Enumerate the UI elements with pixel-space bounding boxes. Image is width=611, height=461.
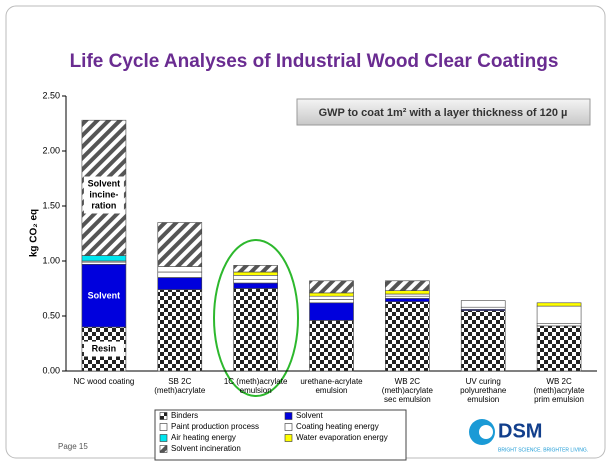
x-tick-label: NC wood coating (73, 377, 134, 386)
x-tick-label: emulsion (315, 386, 347, 395)
highlight (213, 239, 299, 397)
legend-label: Water evaporation energy (296, 433, 388, 442)
bar-segment (233, 271, 278, 276)
x-tick-label: emulsion (467, 395, 499, 404)
bar-segment (385, 280, 430, 291)
y-tick-label: 0.00 (42, 365, 60, 375)
note: GWP to coat 1m² with a layer thickness o… (319, 107, 568, 119)
bar-segment (309, 292, 354, 297)
bar-segment (233, 288, 278, 372)
bar-segment (309, 320, 354, 372)
bar-segment (81, 261, 127, 265)
bar-segment (385, 301, 430, 372)
annotation: Resin (92, 343, 117, 353)
legend-label: Coating heating energy (296, 422, 379, 431)
annotation: incine- (89, 189, 118, 199)
bar-segment (157, 271, 203, 278)
slogan: BRIGHT SCIENCE. BRIGHTER LIVING. (498, 447, 588, 453)
bar-segment (460, 306, 506, 310)
bar-segment (157, 222, 203, 267)
annotation: Solvent (88, 178, 121, 188)
x-tick-label: emulsion (240, 386, 272, 395)
x-tick-label: SB 2C (168, 377, 191, 386)
legend-swatch (159, 412, 168, 420)
title: Life Cycle Analyses of Industrial Wood C… (70, 51, 559, 72)
legend-label: Binders (171, 411, 198, 420)
legend-swatch (284, 412, 293, 420)
x-tick-label: 1C (meth)acrylate (224, 377, 288, 386)
bar-segment (385, 293, 430, 297)
y-axis-label: kg CO₂ eq (29, 209, 40, 257)
x-tick-label: (meth)acrylate (154, 386, 206, 395)
x-tick-label: (meth)acrylate (534, 386, 586, 395)
bar-segment (460, 300, 506, 308)
bar-segment (81, 263, 127, 328)
bar-segment (157, 289, 203, 372)
x-tick-label: urethane-acrylate (300, 377, 363, 386)
annotation: Solvent (88, 291, 121, 301)
y-tick-label: 0.50 (42, 310, 60, 320)
x-tick-label: WB 2C (546, 377, 572, 386)
bar-segment (233, 282, 278, 289)
x-tick-label: (meth)acrylate (382, 386, 434, 395)
legend-label: Paint production process (171, 422, 259, 431)
bar-segment (309, 302, 354, 321)
x-tick-label: UV curing (466, 377, 501, 386)
logo: DSM (498, 420, 542, 442)
legend-label: Solvent (296, 411, 323, 420)
bar-segment (536, 302, 582, 307)
legend-label: Solvent incineration (171, 444, 241, 453)
legend (154, 409, 407, 461)
bar-segment (157, 277, 203, 290)
bar-segment (460, 310, 506, 372)
bar-segment (536, 325, 582, 372)
y-tick-label: 1.50 (42, 200, 60, 210)
legend-swatch (159, 445, 168, 453)
bar-segment (309, 295, 354, 300)
x-tick-label: WB 2C (395, 377, 421, 386)
bar-segment (385, 295, 430, 299)
page-number: Page 15 (58, 442, 88, 451)
legend-label: Air heating energy (171, 433, 236, 442)
bar-segment (309, 299, 354, 304)
bar-segment (385, 298, 430, 302)
bar-segment (309, 280, 354, 294)
legend-swatch (159, 434, 168, 442)
bar-segment (157, 266, 203, 273)
x-tick-label: polyurethane (460, 386, 507, 395)
annotation: ration (91, 200, 116, 210)
bar-segment (385, 290, 430, 295)
legend-swatch (159, 423, 168, 431)
x-tick-label: sec emulsion (384, 395, 431, 404)
y-tick-label: 2.00 (42, 145, 60, 155)
y-tick-label: 1.00 (42, 255, 60, 265)
legend-swatch (284, 423, 293, 431)
x-tick-label: prim emulsion (534, 395, 584, 404)
bar-segment (233, 279, 278, 284)
bar-segment (536, 305, 582, 325)
annotation-box (83, 341, 124, 357)
bar-segment (81, 255, 127, 262)
bar-segment (233, 265, 278, 273)
logo-icon-inner (479, 425, 493, 439)
annotation-box (83, 176, 124, 214)
y-tick-label: 2.50 (42, 90, 60, 100)
bar-segment (233, 274, 278, 280)
bar-segment (536, 323, 582, 327)
legend-swatch (284, 434, 293, 442)
note-box (296, 98, 591, 126)
